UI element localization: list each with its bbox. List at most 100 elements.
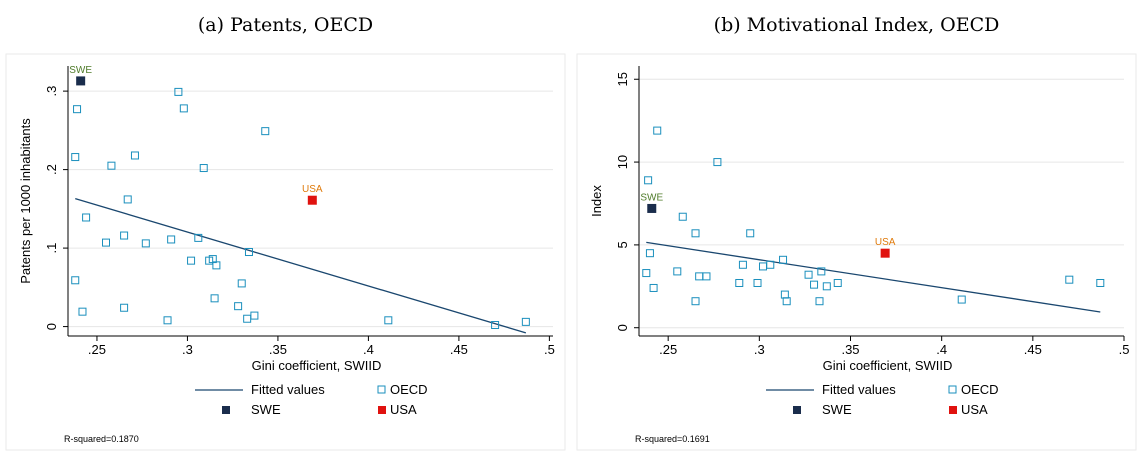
x-tick-label: .35 xyxy=(841,342,859,357)
legend-fitted-label: Fitted values xyxy=(822,382,896,397)
x-axis-label: Gini coefficient, SWIID xyxy=(252,358,382,373)
x-tick-label: .3 xyxy=(754,342,765,357)
oecd-point xyxy=(167,235,176,244)
oecd-point xyxy=(78,307,87,316)
legend-swe-symbol xyxy=(222,406,230,414)
y-tick-label: .1 xyxy=(44,243,59,254)
oecd-point xyxy=(817,267,826,276)
legend-swe-symbol xyxy=(793,406,801,414)
fitted-values-line xyxy=(75,198,527,334)
oecd-point xyxy=(174,87,183,96)
oecd-point xyxy=(833,278,842,287)
oecd-point xyxy=(779,255,788,264)
oecd-point xyxy=(187,256,196,265)
oecd-point xyxy=(746,229,755,238)
oecd-point xyxy=(82,213,91,222)
oecd-point xyxy=(261,127,270,136)
oecd-point xyxy=(702,272,711,281)
oecd-point xyxy=(250,311,259,320)
legend-usa-symbol xyxy=(949,406,957,414)
motivational-index-scatter-chart: 0 5 10 15 .25 .3 .35 .4 .45 .5 Gini coefficient, S… xyxy=(576,53,1137,451)
y-tick-label: .3 xyxy=(44,86,59,97)
oecd-point xyxy=(738,260,747,269)
legend-swe-label: SWE xyxy=(822,402,852,417)
swe-point-label: SWE xyxy=(69,65,92,76)
oecd-point xyxy=(673,267,682,276)
oecd-point xyxy=(810,280,819,289)
oecd-point xyxy=(491,321,500,330)
r-squared-note: R-squared=0.1870 xyxy=(64,434,139,444)
fitted-values-line xyxy=(646,241,1101,313)
y-tick-label: .2 xyxy=(44,164,59,175)
oecd-point xyxy=(199,164,208,173)
y-axis-label: Patents per 1000 inhabitants xyxy=(18,118,33,284)
r-squared-note: R-squared=0.1691 xyxy=(635,434,710,444)
oecd-point xyxy=(120,303,129,312)
oecd-point xyxy=(141,239,150,248)
oecd-point xyxy=(782,297,791,306)
oecd-point xyxy=(71,153,80,162)
oecd-point xyxy=(237,279,246,288)
legend-usa-symbol xyxy=(378,406,386,414)
oecd-point xyxy=(815,297,824,306)
oecd-point xyxy=(102,238,111,247)
oecd-point xyxy=(735,278,744,287)
y-tick-label: 0 xyxy=(44,323,59,330)
legend-swe-label: SWE xyxy=(251,402,281,417)
swe-point xyxy=(647,203,657,213)
oecd-point xyxy=(73,105,82,114)
y-tick-label: 10 xyxy=(615,155,630,169)
oecd-point xyxy=(713,158,722,167)
x-tick-label: .4 xyxy=(363,342,374,357)
oecd-point xyxy=(653,126,662,135)
oecd-point xyxy=(71,276,80,285)
oecd-point xyxy=(384,316,393,325)
oecd-point xyxy=(804,270,813,279)
oecd-point xyxy=(244,248,253,257)
x-tick-label: .3 xyxy=(182,342,193,357)
usa-point xyxy=(307,195,317,205)
oecd-point xyxy=(194,233,203,242)
legend-fitted-label: Fitted values xyxy=(251,382,325,397)
y-tick-label: 15 xyxy=(615,72,630,86)
oecd-point xyxy=(130,151,139,160)
legend-oecd-symbol xyxy=(377,385,386,394)
panel-b-title: (b) Motivational Index, OECD xyxy=(713,14,1000,36)
oecd-point xyxy=(123,195,132,204)
oecd-point xyxy=(822,282,831,291)
oecd-point xyxy=(766,260,775,269)
swe-point xyxy=(76,76,86,86)
oecd-point xyxy=(212,261,221,270)
oecd-point xyxy=(234,302,243,311)
x-tick-label: .25 xyxy=(88,342,106,357)
oecd-point xyxy=(649,283,658,292)
legend-oecd-symbol xyxy=(948,385,957,394)
plot-frame xyxy=(5,53,566,451)
x-tick-label: .5 xyxy=(544,342,555,357)
oecd-point xyxy=(645,249,654,258)
x-tick-label: .5 xyxy=(1119,342,1130,357)
patents-scatter-chart: 0 .1 .2 .3 .25 .3 .35 .4 .45 .5 Gini coefficient, … xyxy=(5,53,566,451)
x-axis-label: Gini coefficient, SWIID xyxy=(823,358,953,373)
oecd-point xyxy=(179,104,188,113)
usa-point xyxy=(880,248,890,258)
x-tick-label: .45 xyxy=(1024,342,1042,357)
legend-oecd-label: OECD xyxy=(961,382,999,397)
usa-point-label: USA xyxy=(302,184,323,195)
x-tick-label: .25 xyxy=(659,342,677,357)
oecd-point xyxy=(678,212,687,221)
oecd-point xyxy=(210,294,219,303)
oecd-point xyxy=(521,317,530,326)
oecd-point xyxy=(163,316,172,325)
oecd-point xyxy=(107,161,116,170)
x-tick-label: .45 xyxy=(450,342,468,357)
legend-usa-label: USA xyxy=(390,402,417,417)
x-tick-label: .35 xyxy=(269,342,287,357)
oecd-point xyxy=(957,295,966,304)
legend-usa-label: USA xyxy=(961,402,988,417)
y-tick-label: 0 xyxy=(615,324,630,331)
plot-frame xyxy=(576,53,1137,451)
x-tick-label: .4 xyxy=(936,342,947,357)
oecd-point xyxy=(1065,275,1074,284)
oecd-point xyxy=(1096,278,1105,287)
